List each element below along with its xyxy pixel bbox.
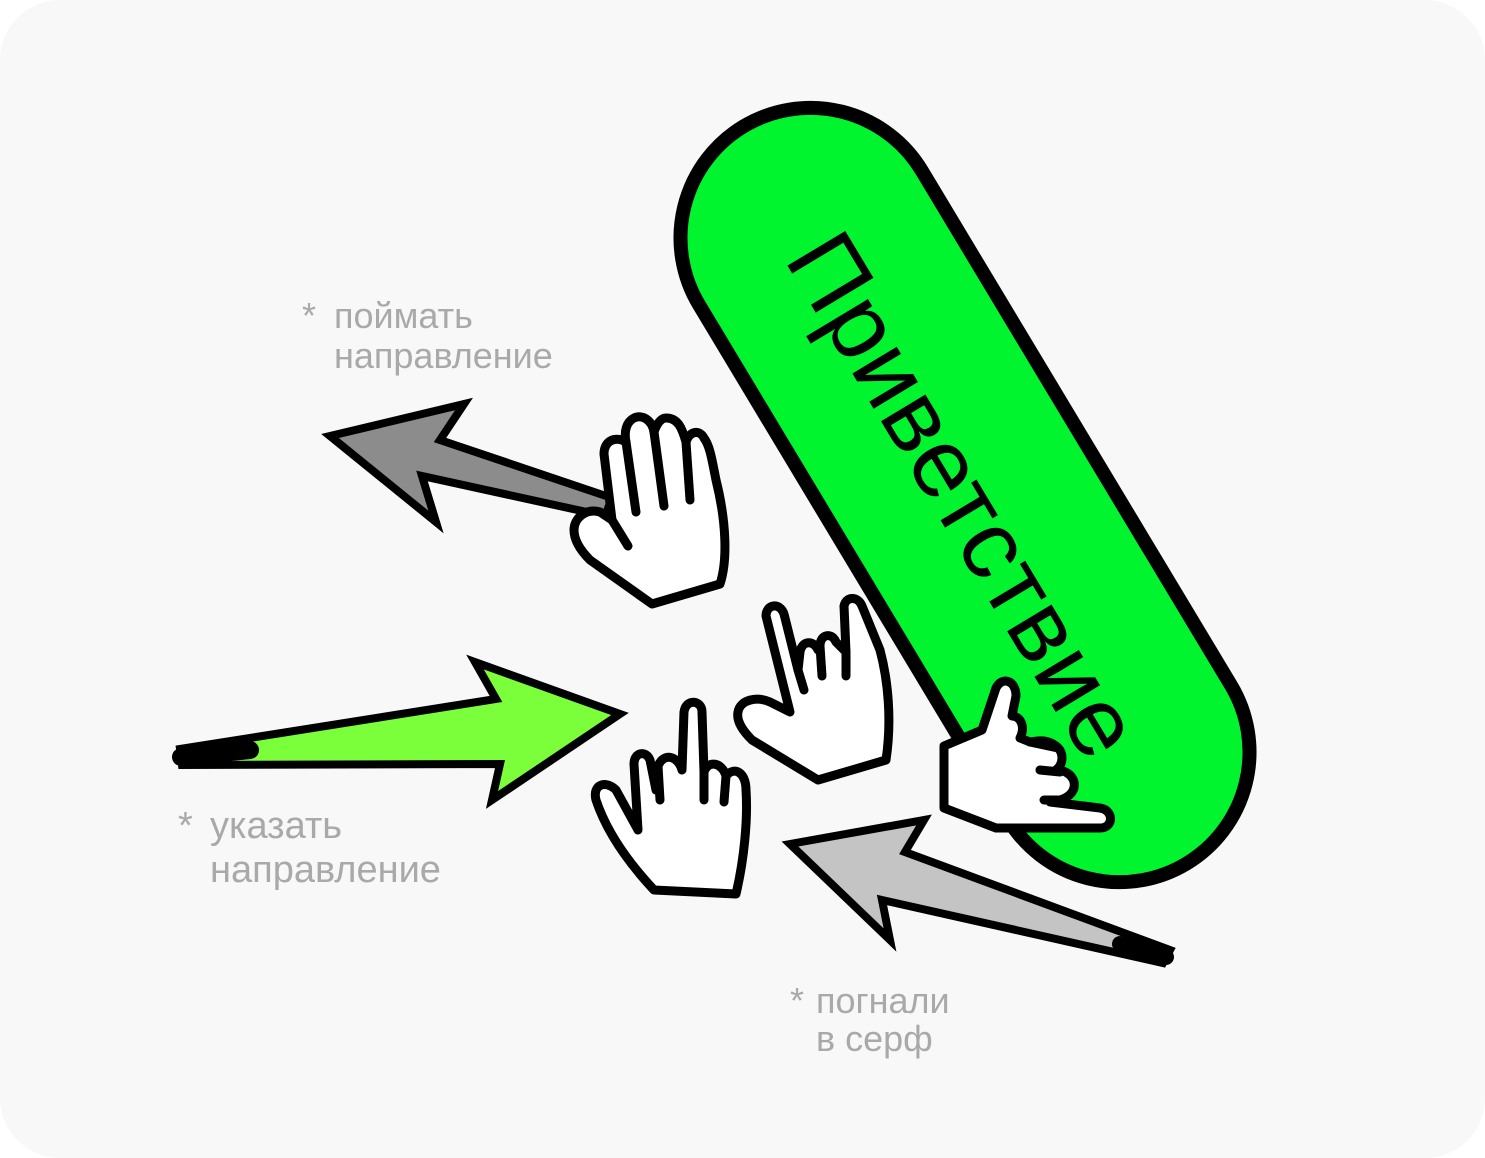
note-marker: * [302,295,317,336]
note-line: поймать [334,295,473,336]
greeting-pill-shape [673,100,1257,890]
shaka-hand-icon [939,676,1115,833]
note-marker: * [178,805,193,847]
note-line: в серф [816,1018,933,1059]
arrow-grey-up-left [321,397,618,534]
arrow-lightgrey-up-left [781,814,1176,968]
arrow-green-right [175,654,629,809]
note-catch-direction: * поймать направление [302,296,553,376]
note-line: указать [210,805,343,847]
note-point-direction: * указать направление [178,804,441,892]
note-line: направление [334,335,553,376]
open-palm-hand-icon [569,412,730,609]
note-line: направление [210,849,441,891]
note-marker: * [790,980,805,1021]
note-go-surf: * погнали в серф [790,982,950,1058]
note-line: погнали [816,980,950,1021]
rock-sign-hand-icon [733,594,894,785]
raised-finger-hand-icon [590,697,752,899]
